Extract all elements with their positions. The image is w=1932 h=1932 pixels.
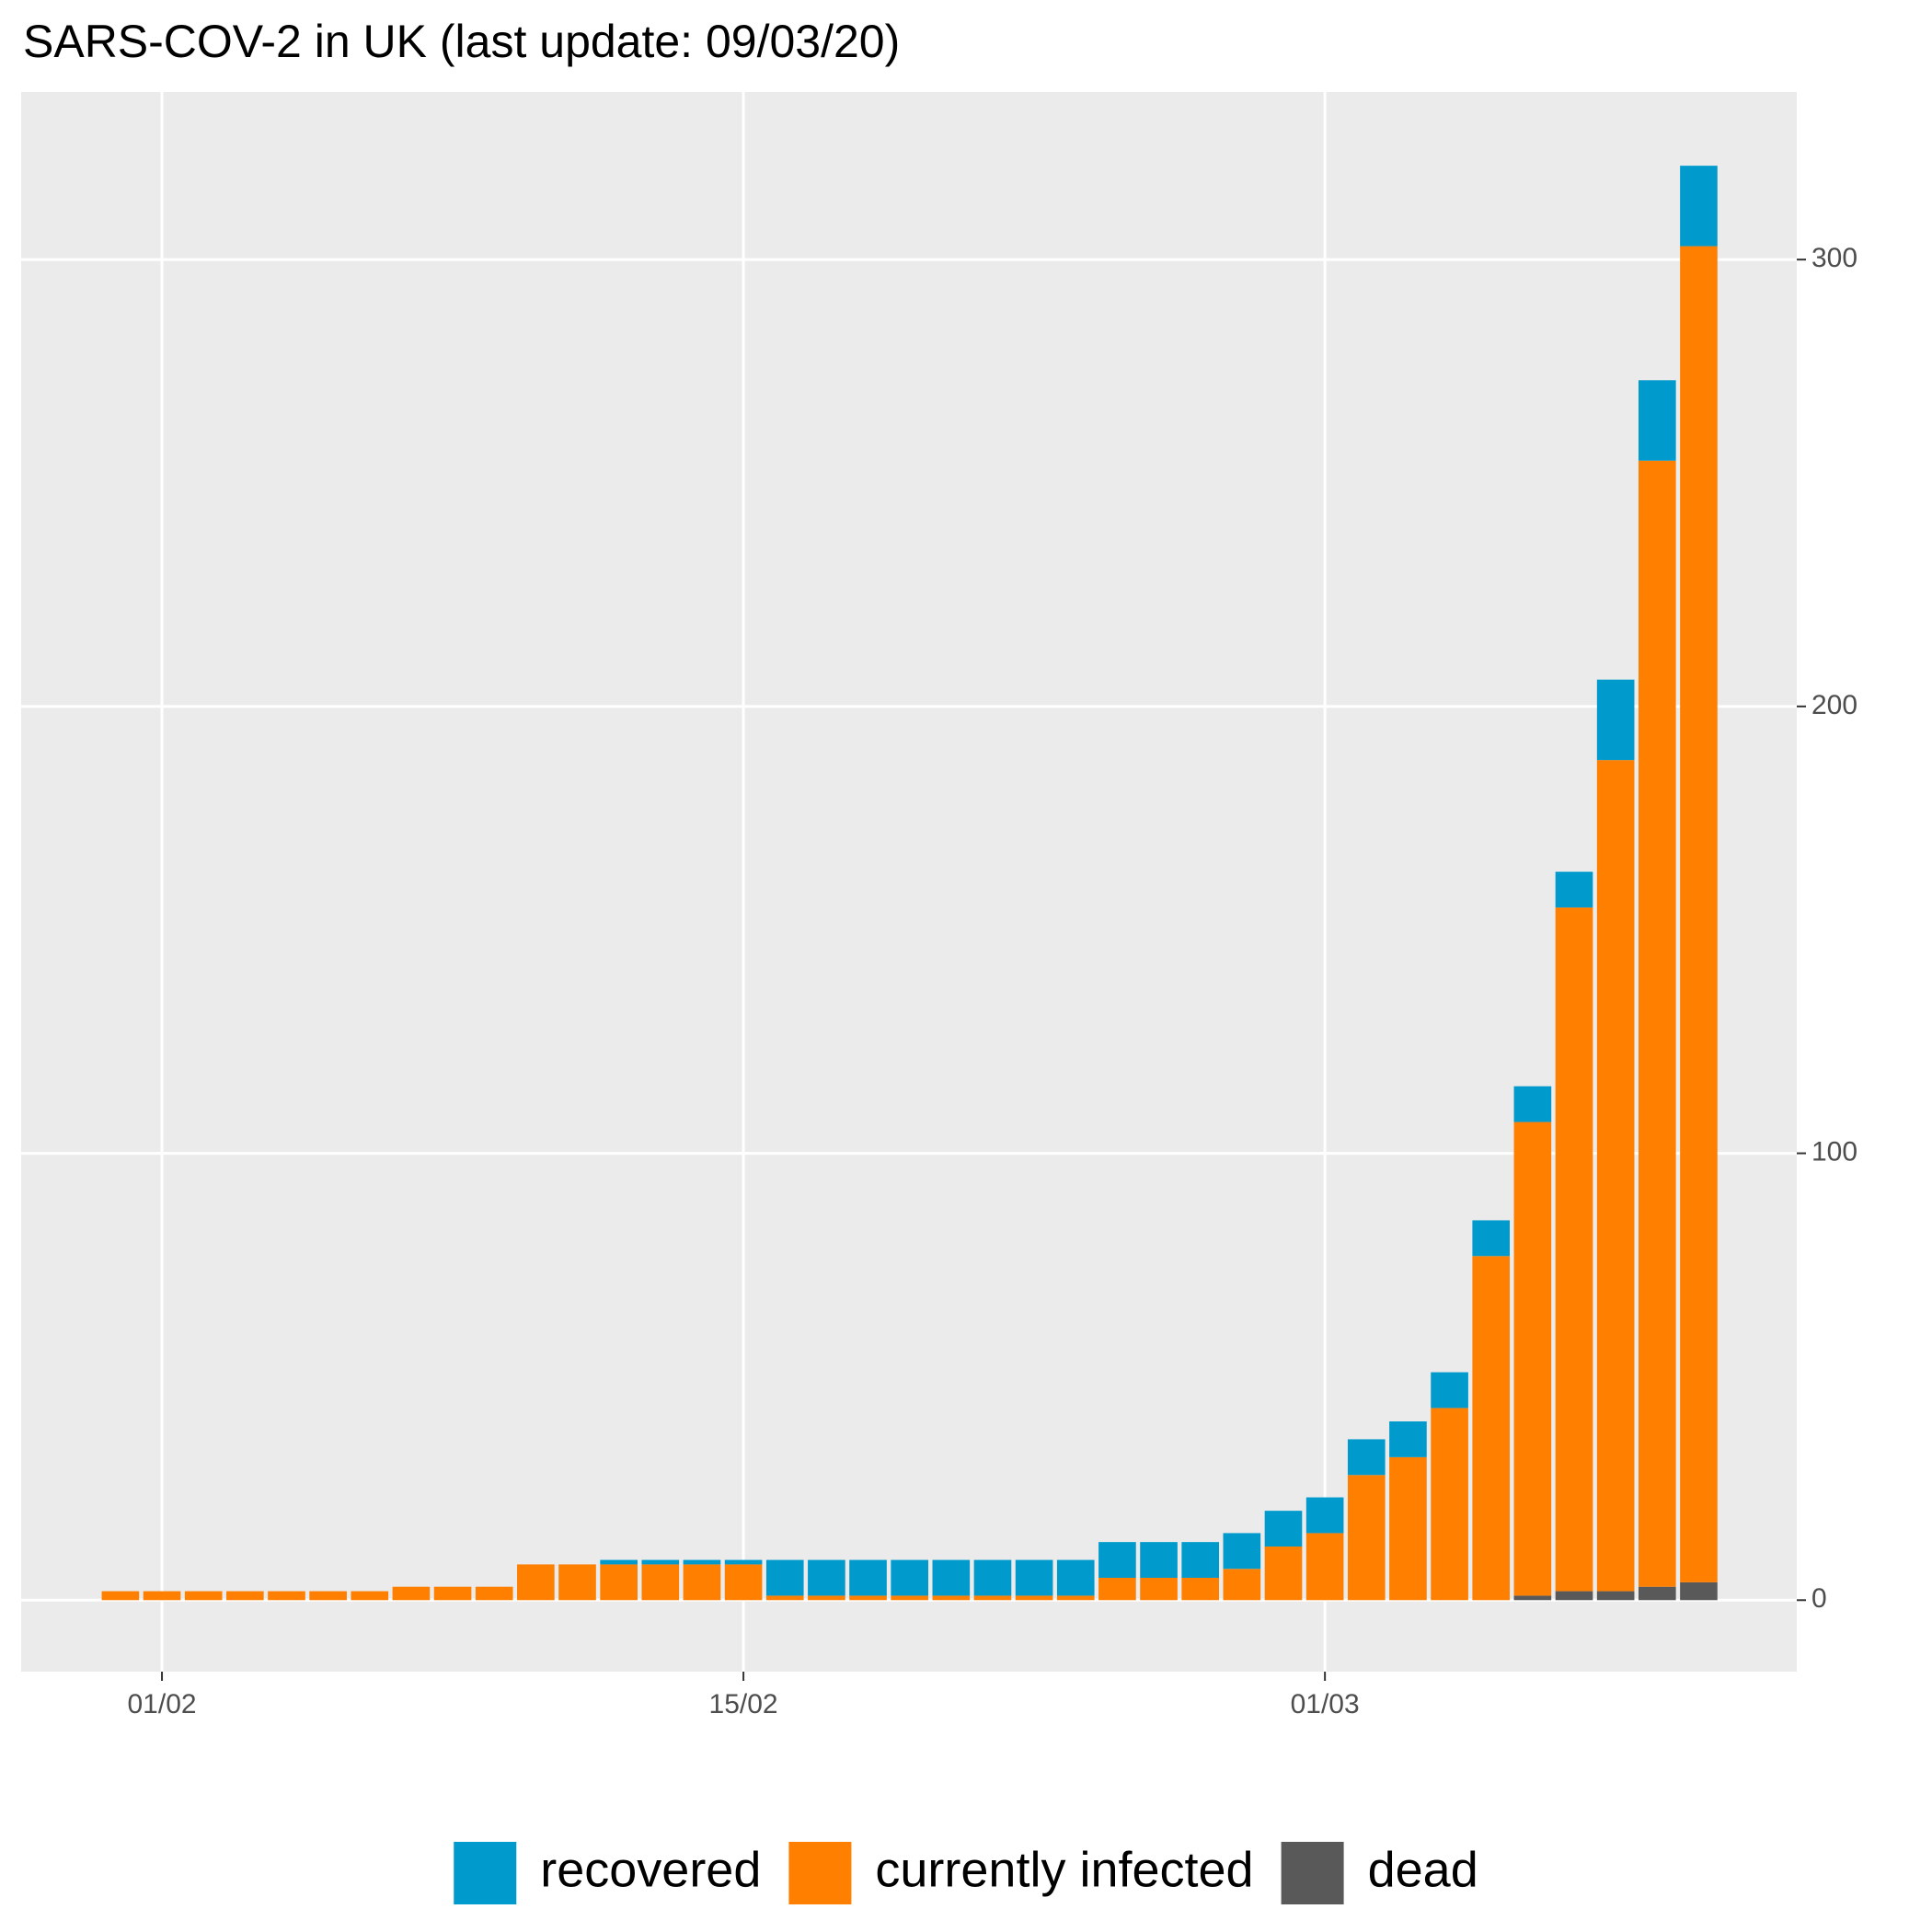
bar-segment xyxy=(932,1595,971,1601)
legend-label: dead xyxy=(1368,1842,1478,1897)
x-tick-label: 15/02 xyxy=(709,1689,778,1719)
bar-segment xyxy=(143,1591,181,1601)
bar-segment xyxy=(1389,1456,1427,1601)
bar-segment xyxy=(765,1595,804,1601)
bar-segment xyxy=(1596,679,1635,761)
bar-segment xyxy=(1638,380,1676,461)
bar-segment xyxy=(1513,1121,1552,1596)
bar-segment xyxy=(1555,907,1593,1592)
bar-segment xyxy=(558,1564,596,1601)
bar-segment xyxy=(600,1564,638,1601)
bar-segment xyxy=(268,1591,305,1601)
bar-segment xyxy=(1056,1595,1095,1601)
bar-segment xyxy=(309,1591,347,1601)
bar-segment xyxy=(849,1595,887,1601)
bar-segment xyxy=(351,1591,389,1601)
bar-segment xyxy=(973,1559,1012,1596)
bar-segment xyxy=(1056,1559,1095,1596)
legend: recovered currently infected dead xyxy=(454,1842,1478,1904)
bar-segment xyxy=(1513,1086,1552,1122)
bar-segment xyxy=(1140,1542,1178,1578)
bar-segment xyxy=(1555,871,1593,908)
y-tick-label: 0 xyxy=(1811,1583,1827,1614)
bar-segment xyxy=(641,1559,680,1565)
y-tick-label: 300 xyxy=(1811,243,1857,273)
bar-segment xyxy=(808,1595,845,1601)
bar-segment xyxy=(1472,1256,1511,1601)
bar-segment xyxy=(101,1591,140,1601)
y-tick-label: 200 xyxy=(1811,690,1857,720)
bar-segment xyxy=(1680,1581,1718,1601)
bar-segment xyxy=(1638,1586,1676,1601)
bar-segment xyxy=(1596,760,1635,1592)
bar-segment xyxy=(1513,1595,1552,1601)
bar-segment xyxy=(392,1586,431,1601)
bar-segment xyxy=(1347,1439,1386,1476)
bar-segment xyxy=(1305,1497,1344,1534)
x-tick-label: 01/02 xyxy=(128,1689,197,1719)
bar-segment xyxy=(1680,166,1718,247)
legend-swatch xyxy=(788,1842,852,1904)
bar-segment xyxy=(765,1559,804,1596)
bar-segment xyxy=(891,1595,928,1601)
bar-segment xyxy=(683,1559,721,1565)
bar-segment xyxy=(1264,1547,1303,1601)
bar-segment xyxy=(808,1559,845,1596)
legend-label: currently infected xyxy=(875,1842,1253,1897)
legend-swatch xyxy=(1281,1842,1344,1904)
bar-segment xyxy=(1431,1408,1468,1601)
chart-title: SARS-COV-2 in UK (last update: 09/03/20) xyxy=(23,16,900,67)
bar-segment xyxy=(1181,1542,1220,1578)
bar-segment xyxy=(1181,1578,1220,1601)
bar-segment xyxy=(1098,1578,1136,1601)
bar-segment xyxy=(891,1559,928,1596)
bar-segment xyxy=(1431,1372,1468,1409)
bar-segment xyxy=(1015,1595,1053,1601)
bar-segment xyxy=(1098,1542,1136,1578)
bar-segment xyxy=(724,1559,763,1565)
bar-segment xyxy=(1347,1475,1386,1601)
bar-segment xyxy=(1389,1421,1427,1457)
y-tick-label: 100 xyxy=(1811,1136,1857,1167)
legend-label: recovered xyxy=(540,1842,761,1897)
bar-segment xyxy=(475,1586,513,1601)
bar-segment xyxy=(849,1559,887,1596)
bar-segment xyxy=(184,1591,223,1601)
bar-segment xyxy=(1305,1533,1344,1601)
bar-segment xyxy=(1015,1559,1053,1596)
bar-segment xyxy=(973,1595,1012,1601)
bar-segment xyxy=(1555,1591,1593,1601)
bar-segment xyxy=(1140,1578,1178,1601)
bar-segment xyxy=(600,1559,638,1565)
bar-segment xyxy=(517,1564,555,1601)
legend-swatch xyxy=(454,1842,517,1904)
bar-segment xyxy=(1680,246,1718,1582)
bar-segment xyxy=(1596,1591,1635,1601)
bar-segment xyxy=(1638,460,1676,1587)
bar-segment xyxy=(1264,1511,1303,1547)
bar-segment xyxy=(932,1559,971,1596)
bar-segment xyxy=(1223,1533,1261,1570)
bar-segment xyxy=(1472,1220,1511,1257)
bar-segment xyxy=(226,1591,264,1601)
bar-segment xyxy=(433,1586,472,1601)
bar-segment xyxy=(724,1564,763,1601)
bar-segment xyxy=(1223,1569,1261,1601)
bar-segment xyxy=(683,1564,721,1601)
x-tick-label: 01/03 xyxy=(1291,1689,1360,1719)
bar-segment xyxy=(641,1564,680,1601)
